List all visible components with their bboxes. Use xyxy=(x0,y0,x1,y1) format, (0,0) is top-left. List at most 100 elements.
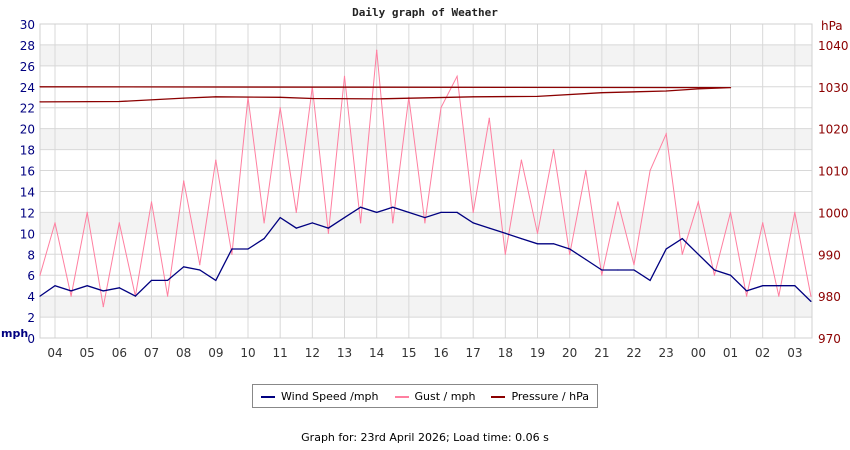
data-point-pressure xyxy=(665,90,667,92)
x-tick-label: 18 xyxy=(498,346,513,360)
x-tick-label: 10 xyxy=(240,346,255,360)
data-point-gust xyxy=(601,274,603,276)
data-point-gust xyxy=(697,201,699,203)
data-point-pressure xyxy=(472,96,474,98)
left-tick-label: 2 xyxy=(27,311,35,325)
left-tick-label: 26 xyxy=(20,60,35,74)
data-point-gust xyxy=(70,295,72,297)
left-tick-label: 18 xyxy=(20,144,35,158)
data-point-gust xyxy=(343,75,346,77)
data-point-pressure xyxy=(279,96,281,98)
left-tick-label: 16 xyxy=(20,165,35,179)
data-point-gust xyxy=(810,295,812,297)
data-point-wind xyxy=(359,206,362,208)
data-point-gust xyxy=(745,295,748,297)
data-point-wind xyxy=(376,211,378,213)
right-tick-label: 1010 xyxy=(818,165,849,179)
data-point-wind xyxy=(762,285,764,287)
data-point-pressure xyxy=(39,101,41,103)
data-point-wind xyxy=(729,274,732,276)
data-point-wind xyxy=(247,248,249,250)
left-tick-label: 30 xyxy=(20,18,35,32)
x-tick-label: 20 xyxy=(562,346,577,360)
grid-band xyxy=(40,212,812,234)
left-tick-label: 20 xyxy=(20,123,35,137)
x-tick-label: 19 xyxy=(530,346,545,360)
data-point-wind xyxy=(778,285,780,287)
data-point-gust xyxy=(39,274,41,276)
footer-text: Graph for: 23rd April 2026; Load time: 0… xyxy=(301,431,549,444)
data-point-gust xyxy=(504,253,506,255)
data-point-gust xyxy=(713,274,716,276)
data-point-pressure xyxy=(729,87,732,89)
data-point-wind xyxy=(794,285,796,287)
data-point-gust xyxy=(585,169,587,172)
data-point-gust xyxy=(520,159,523,161)
data-point-gust xyxy=(359,222,362,224)
data-point-gust xyxy=(665,133,667,135)
data-point-wind xyxy=(279,217,281,219)
data-point-wind xyxy=(440,211,442,213)
x-tick-label: 08 xyxy=(176,346,191,360)
legend-swatch-wind xyxy=(261,395,275,398)
right-tick-label: 990 xyxy=(818,248,841,262)
right-tick-label: 970 xyxy=(818,332,841,346)
data-point-wind xyxy=(617,269,619,271)
data-point-wind xyxy=(569,248,571,250)
grid-band xyxy=(40,128,812,150)
data-point-pressure xyxy=(376,98,378,100)
data-point-wind xyxy=(183,266,185,268)
data-point-wind xyxy=(102,290,104,292)
right-tick-label: 980 xyxy=(818,290,841,304)
right-tick-label: 1030 xyxy=(818,81,849,95)
x-tick-label: 23 xyxy=(659,346,674,360)
right-tick-label: 1000 xyxy=(818,206,849,220)
data-point-wind xyxy=(665,248,667,250)
x-tick-label: 02 xyxy=(755,346,770,360)
data-point-gust xyxy=(166,295,169,297)
data-point-wind xyxy=(713,269,716,271)
data-point-wind xyxy=(424,217,426,219)
data-point-wind xyxy=(311,222,313,224)
data-point-wind xyxy=(601,269,603,271)
data-point-wind xyxy=(472,222,474,224)
data-point-wind xyxy=(456,211,458,213)
data-point-wind xyxy=(408,211,410,213)
series-line-pressure xyxy=(39,86,731,103)
data-point-wind xyxy=(488,227,490,229)
data-point-wind xyxy=(86,285,88,287)
data-point-wind xyxy=(697,253,699,255)
x-tick-label: 03 xyxy=(787,346,802,360)
x-tick-label: 12 xyxy=(305,346,320,360)
data-point-gust xyxy=(118,222,120,224)
data-point-wind xyxy=(520,237,523,240)
left-tick-label: 22 xyxy=(20,102,35,116)
data-point-wind xyxy=(118,287,120,289)
legend-item-pressure: Pressure / hPa xyxy=(491,390,589,403)
data-point-pressure xyxy=(311,97,313,100)
x-tick-label: 04 xyxy=(47,346,62,360)
x-tick-label: 00 xyxy=(691,346,706,360)
data-point-wind xyxy=(343,217,346,219)
data-point-gust xyxy=(54,222,56,224)
legend-item-gust: Gust / mph xyxy=(394,390,475,403)
left-tick-label: 4 xyxy=(27,290,35,304)
legend-label-wind: Wind Speed /mph xyxy=(281,389,379,403)
data-point-gust xyxy=(729,211,732,213)
left-tick-label: 12 xyxy=(20,206,35,220)
grid-band xyxy=(40,44,812,66)
right-tick-label: 1040 xyxy=(818,39,849,53)
left-tick-label: 6 xyxy=(27,269,35,283)
data-point-wind xyxy=(392,206,394,208)
data-point-wind xyxy=(166,279,169,282)
data-point-wind xyxy=(263,237,265,240)
data-point-pressure xyxy=(536,95,539,98)
data-point-gust xyxy=(183,180,185,182)
data-point-gust xyxy=(617,201,619,203)
data-point-gust xyxy=(231,253,233,255)
x-tick-label: 16 xyxy=(433,346,448,360)
data-point-wind xyxy=(231,248,233,250)
left-tick-label: 24 xyxy=(20,81,35,95)
